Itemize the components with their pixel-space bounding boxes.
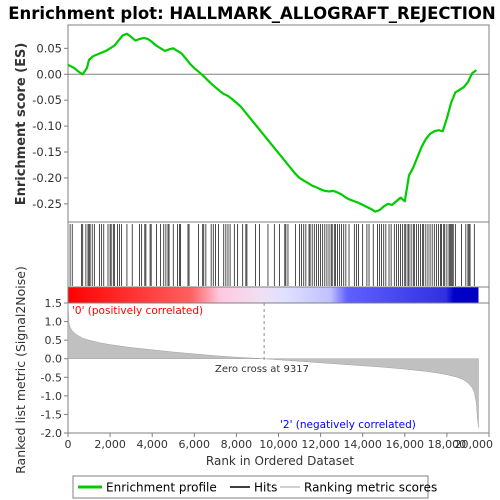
es-plot-frame bbox=[67, 24, 490, 223]
zero-cross-label: Zero cross at 9317 bbox=[215, 364, 309, 375]
ranking-panel: 1.5 1.0 0.5 0.0 -0.5 -1.0 -1.5 -2.0 Ranked list… bbox=[13, 266, 490, 474]
es-y-tick-label: -0.25 bbox=[32, 197, 62, 211]
es-y-tick-label: -0.10 bbox=[32, 119, 62, 133]
es-y-ticks: 0.05 0.00 -0.05 -0.10 -0.15 -0.20 -0.25 bbox=[32, 41, 68, 211]
x-tick-label: 20,000 bbox=[455, 438, 494, 451]
legend-label-ranking: Ranking metric scores bbox=[304, 481, 437, 495]
x-tick-label: 8,000 bbox=[221, 438, 253, 451]
x-tick-label: 16,000 bbox=[386, 438, 425, 451]
es-y-tick-label: -0.20 bbox=[32, 171, 62, 185]
es-y-tick-label: 0.00 bbox=[36, 67, 62, 81]
x-tick-label: 2,000 bbox=[94, 438, 126, 451]
ranking-y-tick-label: 1.0 bbox=[45, 316, 63, 329]
negative-correlation-label: '2' (negatively correlated) bbox=[280, 419, 416, 431]
ranking-y-axis-label: Ranked list metric (Signal2Noise) bbox=[13, 266, 28, 474]
es-panel: 0.05 0.00 -0.05 -0.10 -0.15 -0.20 -0.25 Enrich… bbox=[14, 24, 490, 223]
ranking-y-tick-label: -0.5 bbox=[41, 371, 62, 384]
x-axis-ticks: 0 2,000 4,000 6,000 8,000 10,000 12,000 14,000 1… bbox=[65, 433, 494, 451]
legend-frame bbox=[72, 475, 429, 499]
ranking-y-ticks: 1.5 1.0 0.5 0.0 -0.5 -1.0 -1.5 -2.0 bbox=[41, 297, 68, 440]
enrichment-profile-line bbox=[67, 32, 478, 213]
x-tick-label: 0 bbox=[65, 438, 72, 451]
x-tick-label: 14,000 bbox=[343, 438, 382, 451]
chart-title: Enrichment plot: HALLMARK_ALLOGRAFT_REJE… bbox=[8, 4, 495, 23]
ranking-metric-area bbox=[67, 302, 479, 428]
x-tick-label: 18,000 bbox=[428, 438, 467, 451]
legend-label-hits: Hits bbox=[254, 481, 277, 495]
ranking-y-tick-label: -2.0 bbox=[41, 427, 62, 440]
legend: Enrichment profile Hits Ranking metric s… bbox=[72, 475, 437, 499]
es-y-tick-label: -0.15 bbox=[32, 145, 62, 159]
ranking-y-tick-label: 1.5 bbox=[45, 297, 63, 310]
hit-lines bbox=[69, 224, 475, 286]
ranking-y-tick-label: -1.0 bbox=[41, 390, 62, 403]
legend-label-enrichment: Enrichment profile bbox=[106, 481, 217, 495]
hits-panel bbox=[67, 221, 490, 288]
ranking-y-tick-label: 0.0 bbox=[45, 353, 63, 366]
x-tick-label: 4,000 bbox=[136, 438, 168, 451]
x-tick-label: 10,000 bbox=[259, 438, 298, 451]
positive-correlation-label: '0' (positively correlated) bbox=[72, 305, 203, 317]
rank-gradient-bar bbox=[68, 287, 479, 303]
ranking-y-tick-label: 0.5 bbox=[45, 334, 63, 347]
hits-frame bbox=[67, 221, 490, 288]
es-y-tick-label: -0.05 bbox=[32, 93, 62, 107]
es-y-axis-label: Enrichment score (ES) bbox=[14, 43, 29, 206]
x-axis-label: Rank in Ordered Dataset bbox=[206, 454, 354, 468]
rank-color-bar bbox=[67, 286, 490, 304]
x-tick-label: 6,000 bbox=[179, 438, 211, 451]
ranking-y-tick-label: -1.5 bbox=[41, 408, 62, 421]
es-y-tick-label: 0.05 bbox=[36, 41, 62, 55]
x-tick-label: 12,000 bbox=[301, 438, 340, 451]
